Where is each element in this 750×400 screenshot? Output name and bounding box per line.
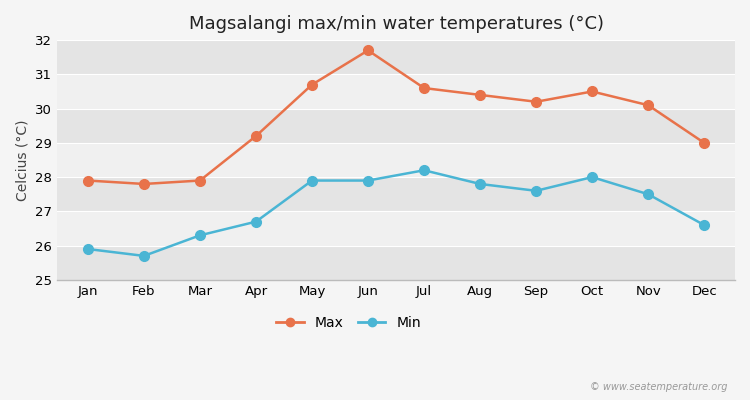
- Min: [140, 254, 148, 258]
- Y-axis label: Celcius (°C): Celcius (°C): [15, 119, 29, 201]
- Max: [644, 103, 652, 108]
- Legend: Max, Min: Max, Min: [271, 310, 427, 335]
- Title: Magsalangi max/min water temperatures (°C): Magsalangi max/min water temperatures (°…: [188, 15, 604, 33]
- Max: [532, 99, 541, 104]
- Max: [419, 86, 428, 90]
- Max: [196, 178, 205, 183]
- Min: [588, 175, 597, 180]
- Min: [196, 233, 205, 238]
- Min: [700, 223, 709, 228]
- Bar: [57, 211, 735, 246]
- Min: [83, 247, 92, 252]
- Max: [83, 178, 92, 183]
- Line: Min: Min: [83, 166, 709, 261]
- Min: [308, 178, 316, 183]
- Min: [419, 168, 428, 173]
- Max: [308, 82, 316, 87]
- Max: [476, 92, 484, 97]
- Bar: [57, 74, 735, 109]
- Bar: [57, 246, 735, 280]
- Max: [700, 140, 709, 145]
- Min: [364, 178, 373, 183]
- Max: [140, 182, 148, 186]
- Line: Max: Max: [83, 46, 709, 189]
- Bar: [57, 143, 735, 177]
- Min: [251, 219, 260, 224]
- Min: [532, 188, 541, 193]
- Text: © www.seatemperature.org: © www.seatemperature.org: [590, 382, 728, 392]
- Max: [588, 89, 597, 94]
- Bar: [57, 177, 735, 211]
- Max: [251, 134, 260, 138]
- Bar: [57, 40, 735, 74]
- Max: [364, 48, 373, 53]
- Min: [476, 182, 484, 186]
- Min: [644, 192, 652, 197]
- Bar: [57, 109, 735, 143]
